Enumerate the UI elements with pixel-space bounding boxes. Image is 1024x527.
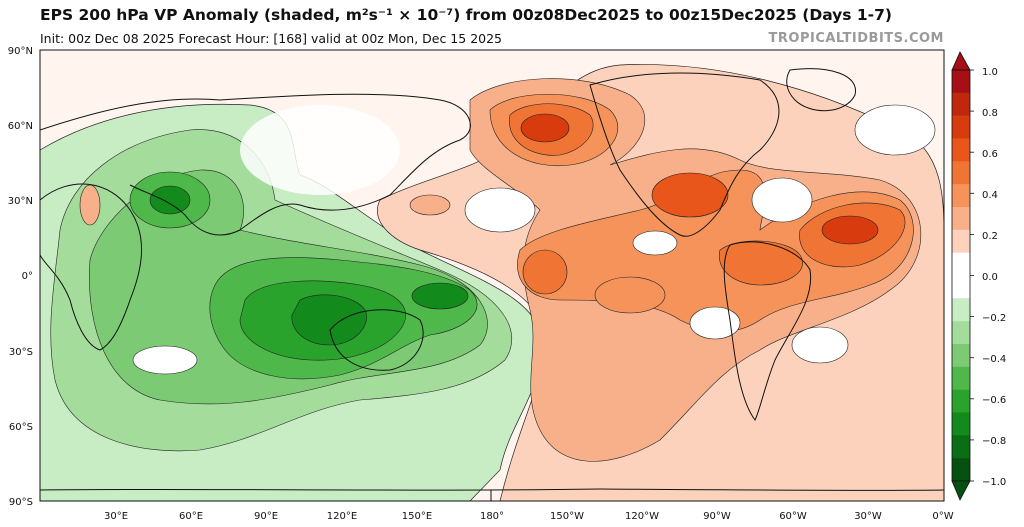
lat-label-90s: 90°S — [9, 497, 33, 508]
positive-anomaly-north-america — [651, 172, 729, 218]
positive-anomaly-hawaii — [409, 194, 451, 216]
source-watermark: TROPICALTIDBITS.COM — [768, 31, 944, 46]
lon-label-0w: 0°W — [932, 511, 953, 522]
colorbar-bottom-arrow — [951, 480, 971, 501]
lat-label-30s: 30°S — [9, 347, 33, 358]
cbar-label-0: 0.0 — [982, 272, 998, 283]
lon-label-180: 180° — [480, 511, 504, 522]
coast-africa — [40, 183, 143, 351]
colorbar-cell — [952, 115, 970, 139]
colorbar-cell — [952, 92, 970, 116]
lon-label-150w: 150°W — [550, 511, 584, 522]
cbar-label-1: 1.0 — [982, 67, 998, 78]
lon-label-90w: 90°W — [703, 511, 731, 522]
lon-label-30e: 30°E — [104, 511, 128, 522]
colorbar-labels: 1.0 0.8 0.6 0.4 0.2 0.0 −0.2 −0.4 −0.6 −… — [982, 67, 1006, 488]
cbar-label-m06: −0.6 — [982, 395, 1006, 406]
cbar-label-04: 0.4 — [982, 190, 998, 201]
colorbar-cell — [952, 344, 970, 368]
white-patch-south-atlantic — [132, 345, 198, 375]
lat-label-30n: 30°N — [8, 196, 33, 207]
lon-label-120w: 120°W — [625, 511, 659, 522]
colorbar-cell — [952, 207, 970, 231]
coast-greenland — [786, 68, 856, 112]
positive-anomaly-west-pacific — [522, 249, 568, 295]
coast-north-america — [589, 72, 780, 237]
lat-label-90n: 90°N — [8, 46, 33, 57]
lon-label-60w: 60°W — [779, 511, 807, 522]
latitude-labels: 90°N 60°N 30°N 0° 30°S 60°S 90°S — [8, 46, 33, 508]
negative-anomaly-core-east — [411, 282, 469, 310]
colorbar-top-arrow — [951, 51, 971, 71]
cbar-label-m1: −1.0 — [982, 477, 1006, 488]
colorbar-cells — [951, 69, 974, 482]
colorbar-cell — [952, 366, 970, 390]
white-patch-pacific-north — [464, 187, 536, 233]
lon-label-60e: 60°E — [179, 511, 203, 522]
colorbar: 1.0 0.8 0.6 0.4 0.2 0.0 −0.2 −0.4 −0.6 −… — [951, 51, 1006, 501]
white-patch-east-pacific — [689, 306, 741, 340]
chart-title: EPS 200 hPa VP Anomaly (shaded, m²s⁻¹ × … — [40, 6, 892, 24]
colorbar-cell — [952, 184, 970, 208]
colorbar-cell — [952, 161, 970, 185]
lon-label-30w: 30°W — [854, 511, 882, 522]
colorbar-cell — [952, 138, 970, 162]
colorbar-cell — [952, 275, 970, 299]
colorbar-cell — [952, 252, 970, 276]
lon-label-90e: 90°E — [254, 511, 278, 522]
map-frame — [39, 49, 945, 502]
cbar-label-08: 0.8 — [982, 108, 998, 119]
lat-label-0: 0° — [22, 271, 33, 282]
positive-anomaly-southwest-pacific — [594, 276, 666, 314]
white-patch-arctic — [854, 104, 936, 156]
cbar-label-06: 0.6 — [982, 149, 998, 160]
cbar-label-02: 0.2 — [982, 231, 998, 242]
positive-anomaly-ring-4b — [718, 240, 803, 286]
cbar-label-m08: −0.8 — [982, 436, 1006, 447]
negative-anomaly-core — [291, 294, 367, 346]
positive-anomaly-core-atlantic — [821, 215, 879, 245]
negative-anomaly-west-asia-core — [149, 185, 191, 215]
colorbar-cell — [952, 435, 970, 459]
lon-label-120e: 120°E — [327, 511, 357, 522]
white-patch-atlantic — [751, 177, 813, 223]
white-patch-south-america — [791, 326, 849, 364]
white-patch-pacific-central — [632, 230, 678, 256]
colorbar-cell — [952, 229, 970, 253]
colorbar-cell — [952, 70, 970, 94]
colorbar-cell — [952, 389, 970, 413]
coast-australia — [329, 309, 424, 371]
positive-anomaly-core-pacific — [520, 113, 570, 143]
chart-subtitle: Init: 00z Dec 08 2025 Forecast Hour: [16… — [40, 31, 502, 46]
coast-antarctica — [40, 488, 944, 491]
longitude-labels: 30°E 60°E 90°E 120°E 150°E 180° 150°W 12… — [104, 511, 954, 522]
cbar-label-m04: −0.4 — [982, 354, 1006, 365]
colorbar-cell — [952, 412, 970, 436]
lat-label-60s: 60°S — [9, 422, 33, 433]
anomaly-field — [40, 64, 944, 501]
colorbar-cell — [952, 321, 970, 345]
lon-label-150e: 150°E — [402, 511, 432, 522]
white-patch-asia — [240, 105, 400, 195]
coastlines — [40, 68, 944, 491]
coast-eurasia — [40, 93, 471, 236]
lat-label-60n: 60°N — [8, 121, 33, 132]
colorbar-cell — [952, 458, 970, 482]
coast-south-america — [723, 241, 812, 421]
colorbar-cell — [952, 298, 970, 322]
cbar-label-m02: −0.2 — [982, 313, 1006, 324]
positive-anomaly-africa — [79, 184, 101, 226]
